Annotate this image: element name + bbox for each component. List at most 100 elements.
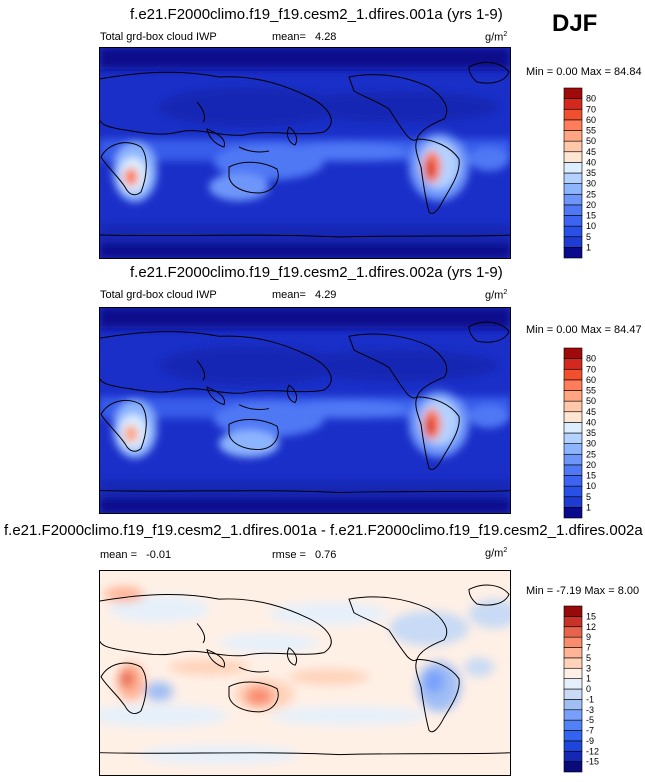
colorbar-tick-label: 0	[586, 684, 591, 694]
colorbar-swatch	[563, 411, 583, 423]
colorbar-tick-label: 1	[586, 674, 591, 684]
colorbar-swatch	[563, 130, 583, 142]
colorbar-tick-label: 20	[586, 200, 596, 210]
panel3-mean: mean = -0.01	[100, 549, 171, 561]
colorbar-tick-label: 5	[586, 653, 591, 663]
colorbar-tick-label: -3	[586, 705, 594, 715]
colorbar-tick-label: -15	[586, 757, 599, 767]
colorbar-tick-label: 45	[586, 147, 596, 157]
colorbar-swatch	[563, 647, 583, 659]
colorbar-swatch	[563, 215, 583, 227]
panel1-variable: Total grd-box cloud IWP	[100, 31, 217, 43]
colorbar-swatch	[563, 432, 583, 444]
panel1-min-max: Min = 0.00 Max = 84.84	[526, 66, 642, 78]
colorbar-tick-label: 7	[586, 643, 591, 653]
colorbar-swatch	[563, 485, 583, 498]
colorbar-swatch	[563, 507, 583, 519]
panel1-units: g/m2	[485, 31, 508, 44]
colorbar-swatch	[563, 193, 583, 206]
colorbar-tick-label: -1	[586, 694, 594, 704]
colorbar-tick-label: 60	[586, 375, 596, 385]
colorbar-swatch	[563, 740, 583, 752]
panel3-mean-value: -0.01	[146, 549, 172, 561]
colorbar-tick-label: 5	[586, 492, 591, 502]
colorbar-tick-label: 1	[586, 242, 591, 252]
colorbar-tick-label: 1	[586, 502, 591, 512]
colorbar-swatch	[563, 443, 583, 455]
colorbar-tick-label: 9	[586, 632, 591, 642]
panel3-title: f.e21.F2000climo.f19_f19.cesm2_1.dfires.…	[4, 522, 643, 539]
panel2-mean-label: mean=	[272, 289, 306, 301]
colorbar-swatch	[563, 688, 583, 700]
colorbar-tick-label: 55	[586, 126, 596, 136]
colorbar-swatch	[563, 709, 583, 721]
colorbar-swatch	[563, 699, 583, 711]
colorbar-swatch	[563, 183, 583, 195]
panel2-mean: mean= 4.29	[272, 289, 336, 301]
colorbar-tick-label: 40	[586, 417, 596, 427]
colorbar-tick-label: 20	[586, 460, 596, 470]
season-label: DJF	[552, 10, 598, 37]
colorbar-tick-label: 70	[586, 104, 596, 114]
colorbar-tick-label: 15	[586, 611, 596, 621]
colorbar-swatch	[563, 636, 583, 648]
panel2-title: f.e21.F2000climo.f19_f19.cesm2_1.dfires.…	[130, 264, 503, 281]
colorbar-tick-label: -5	[586, 715, 594, 725]
colorbar-tick-label: -9	[586, 736, 594, 746]
colorbar-swatch	[563, 368, 583, 381]
colorbar-swatch	[563, 225, 583, 238]
colorbar-tick-label: 15	[586, 211, 596, 221]
colorbar-tick-label: 50	[586, 136, 596, 146]
colorbar-swatch	[563, 761, 583, 773]
colorbar-tick-label: 30	[586, 179, 596, 189]
colorbar-tick-label: 80	[586, 94, 596, 104]
colorbar-tick-label: 45	[586, 407, 596, 417]
colorbar-swatch	[563, 390, 583, 402]
colorbar-swatch	[563, 379, 583, 391]
colorbar-tick-label: 35	[586, 428, 596, 438]
colorbar-swatch	[563, 475, 583, 487]
panel2-units: g/m2	[485, 289, 508, 302]
panel3-units: g/m2	[485, 547, 508, 560]
colorbar-swatch	[563, 108, 583, 121]
colorbar-tick-label: 10	[586, 481, 596, 491]
colorbar-tick-label: 3	[586, 663, 591, 673]
colorbar-swatch	[563, 247, 583, 259]
panel1-mean: mean= 4.28	[272, 31, 336, 43]
colorbar-swatch	[563, 347, 583, 359]
colorbar-swatch	[563, 204, 583, 216]
colorbar-swatch	[563, 119, 583, 131]
colorbar-swatch	[563, 730, 583, 742]
colorbar-tick-label: -12	[586, 746, 599, 756]
panel1-title: f.e21.F2000climo.f19_f19.cesm2_1.dfires.…	[130, 6, 503, 23]
colorbar-swatch	[563, 87, 583, 99]
colorbar-swatch	[563, 98, 583, 110]
panel1-map	[99, 47, 511, 259]
colorbar-tick-label: 15	[586, 471, 596, 481]
colorbar-tick-label: 25	[586, 449, 596, 459]
colorbar-swatch	[563, 162, 583, 174]
colorbar-swatch	[563, 453, 583, 466]
colorbar-tick-label: 60	[586, 115, 596, 125]
colorbar-swatch	[563, 667, 583, 679]
colorbar-tick-label: 70	[586, 364, 596, 374]
colorbar-tick-label: 25	[586, 189, 596, 199]
panel3-min-max: Min = -7.19 Max = 8.00	[526, 585, 640, 597]
colorbar-swatch	[563, 151, 583, 163]
colorbar-swatch	[563, 678, 583, 690]
panel3-rmse-value: 0.76	[315, 549, 337, 561]
colorbar-swatch	[563, 422, 583, 434]
colorbar-swatch	[563, 626, 583, 638]
panel3-rmse: rmse = 0.76	[272, 549, 336, 561]
colorbar-tick-label: 30	[586, 439, 596, 449]
panel3-mean-label: mean =	[100, 549, 137, 561]
colorbar-swatch	[563, 496, 583, 508]
panel2-variable: Total grd-box cloud IWP	[100, 289, 217, 301]
colorbar-tick-label: 40	[586, 157, 596, 167]
colorbar-swatch	[563, 236, 583, 248]
panel2-map	[99, 307, 511, 514]
colorbar-swatch	[563, 140, 583, 153]
colorbar-tick-label: 50	[586, 396, 596, 406]
